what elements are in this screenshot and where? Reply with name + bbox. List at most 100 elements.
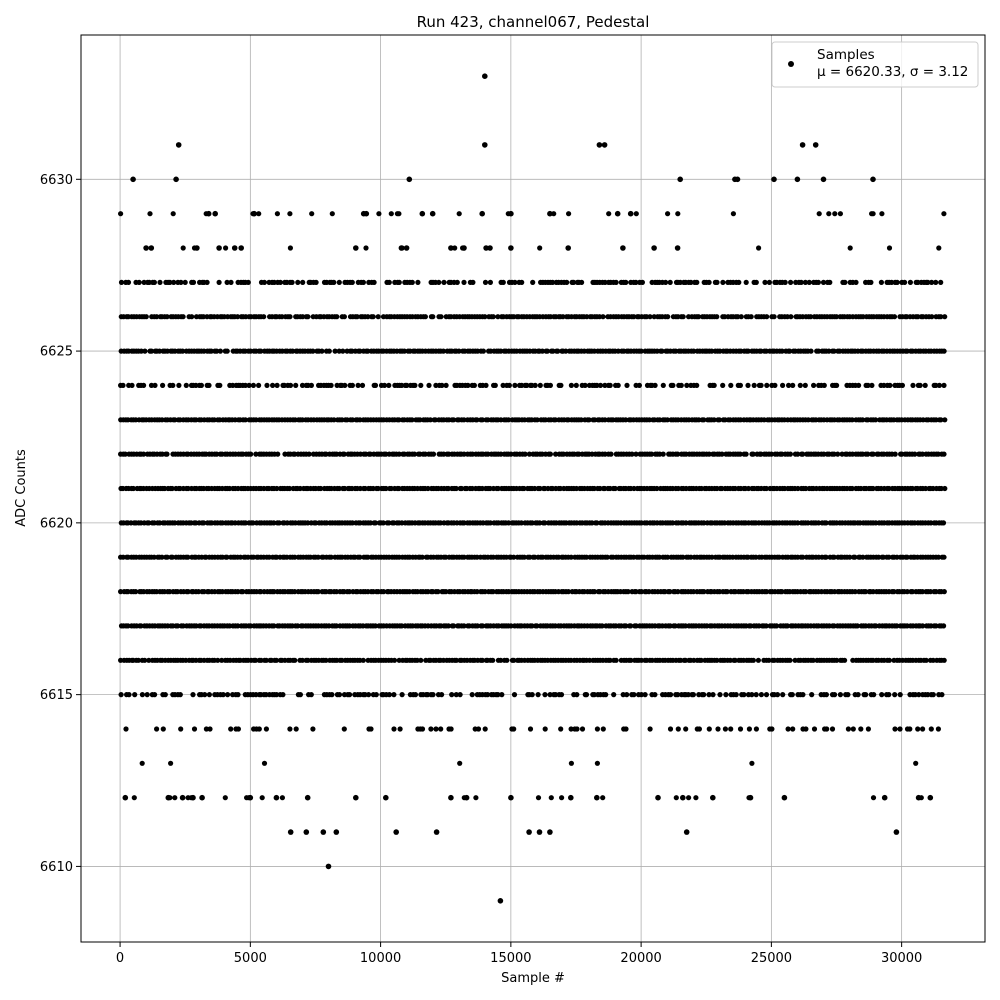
data-point	[203, 726, 209, 732]
data-point	[217, 348, 223, 354]
data-point	[167, 279, 173, 285]
data-point	[299, 657, 305, 663]
data-point	[737, 382, 744, 388]
data-point	[631, 314, 637, 320]
data-point	[271, 520, 277, 526]
data-point	[745, 382, 751, 388]
data-point	[737, 726, 744, 732]
data-point	[512, 382, 518, 388]
outlier-point	[747, 794, 754, 801]
data-point	[608, 451, 614, 457]
data-point	[246, 382, 252, 388]
data-point	[328, 554, 334, 560]
data-point	[698, 657, 704, 663]
data-point	[419, 554, 425, 560]
data-point	[215, 657, 221, 663]
data-point	[427, 417, 433, 423]
data-point	[495, 314, 501, 320]
outlier-point	[398, 245, 405, 251]
data-point	[263, 657, 269, 663]
data-point	[786, 382, 792, 388]
data-point	[426, 382, 432, 388]
data-point	[737, 451, 743, 457]
data-point	[235, 623, 241, 629]
data-point	[701, 589, 707, 595]
legend-series-stats: μ = 6620.33, σ = 3.12	[817, 64, 968, 80]
data-point	[547, 382, 554, 388]
outlier-point	[655, 794, 661, 801]
data-point	[865, 726, 872, 732]
data-point	[341, 726, 347, 732]
data-point	[802, 279, 809, 285]
outlier-point	[881, 794, 888, 801]
data-point	[869, 382, 875, 388]
data-point	[683, 520, 689, 526]
data-point	[529, 623, 535, 629]
data-point	[191, 726, 198, 732]
data-point	[171, 279, 177, 285]
data-point	[845, 726, 852, 732]
data-point	[693, 795, 699, 801]
data-point	[625, 589, 631, 595]
data-point	[560, 314, 566, 320]
data-point	[925, 279, 931, 285]
data-point	[607, 657, 613, 663]
data-point	[790, 726, 796, 732]
data-point	[582, 382, 588, 388]
data-point	[521, 485, 527, 492]
data-point	[878, 279, 885, 285]
data-point	[261, 314, 267, 320]
outlier-point	[403, 245, 410, 251]
data-point	[482, 314, 488, 320]
data-point	[295, 279, 301, 285]
data-point	[511, 692, 518, 698]
data-point	[563, 348, 569, 354]
data-point	[365, 314, 371, 320]
data-point	[748, 314, 754, 320]
data-point	[216, 279, 222, 285]
data-point	[253, 451, 259, 457]
data-point	[720, 279, 726, 285]
data-point	[332, 348, 338, 354]
legend-box	[771, 41, 979, 88]
data-point	[537, 485, 543, 492]
data-point	[919, 451, 926, 457]
data-point	[787, 451, 794, 457]
data-point	[206, 692, 212, 698]
data-point	[675, 451, 681, 457]
data-point	[178, 726, 184, 732]
data-point	[633, 279, 639, 285]
data-point	[290, 348, 296, 354]
outlier-point	[536, 829, 543, 835]
data-point	[941, 451, 947, 457]
data-point	[154, 726, 160, 732]
data-point	[652, 692, 658, 698]
data-point	[391, 726, 397, 732]
data-point	[253, 657, 259, 663]
data-point	[730, 211, 737, 217]
data-point	[133, 589, 139, 595]
data-point	[438, 314, 444, 320]
data-point	[295, 623, 301, 629]
data-point	[250, 382, 256, 388]
data-point	[558, 726, 564, 732]
data-point	[448, 726, 454, 732]
data-point	[579, 279, 585, 285]
data-point	[366, 692, 372, 698]
data-point	[824, 726, 830, 732]
data-point	[719, 451, 725, 457]
data-point	[935, 554, 942, 560]
data-point	[779, 589, 785, 595]
outlier-point	[175, 142, 182, 148]
outlier-point	[497, 898, 504, 904]
data-point	[933, 382, 939, 388]
data-point	[782, 279, 788, 285]
data-point	[336, 348, 342, 354]
data-point	[638, 692, 645, 698]
data-point	[457, 760, 463, 766]
data-point	[380, 520, 386, 526]
data-point	[225, 692, 231, 698]
data-point	[242, 382, 248, 388]
data-point	[568, 726, 574, 732]
data-point	[722, 726, 729, 732]
